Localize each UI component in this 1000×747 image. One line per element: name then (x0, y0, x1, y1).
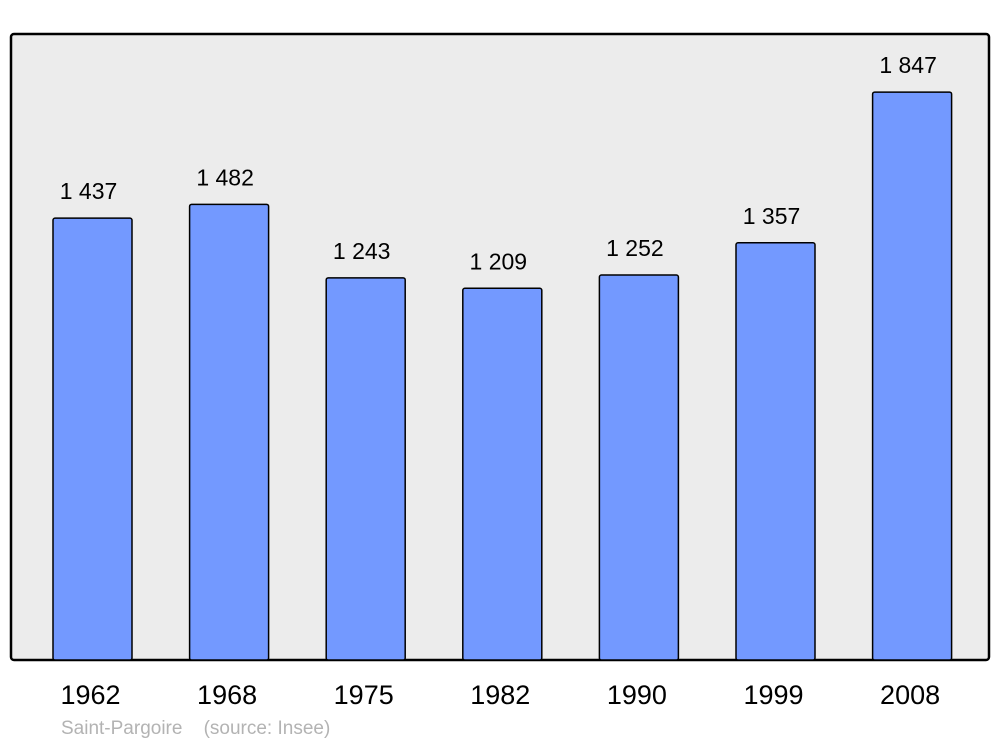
bar-1975 (325, 277, 406, 661)
value-label: 1 243 (333, 238, 391, 264)
bar-1982 (462, 287, 543, 661)
bar-1999 (735, 242, 816, 661)
value-label: 1 357 (743, 203, 801, 229)
x-tick-label: 1999 (743, 680, 803, 710)
x-tick-label: 1990 (607, 680, 667, 710)
chart-footer: Saint-Pargoire (source: Insee) (61, 718, 330, 740)
value-label: 1 437 (60, 178, 118, 204)
footer-place: Saint-Pargoire (61, 718, 183, 739)
bar-2008 (871, 91, 953, 661)
x-tick-label: 1975 (334, 680, 394, 710)
value-label: 1 252 (606, 235, 664, 261)
bar-1990 (598, 274, 680, 661)
bar-1962 (52, 217, 133, 661)
value-label: 1 482 (196, 164, 254, 190)
value-label: 1 209 (470, 248, 528, 274)
footer-source: (source: Insee) (203, 718, 331, 739)
bar-1968 (188, 203, 270, 661)
x-tick-label: 1982 (470, 680, 530, 710)
x-tick-label: 2008 (880, 680, 940, 710)
value-label: 1 847 (879, 52, 937, 78)
x-tick-label: 1962 (60, 680, 120, 710)
x-tick-label: 1968 (197, 680, 257, 710)
